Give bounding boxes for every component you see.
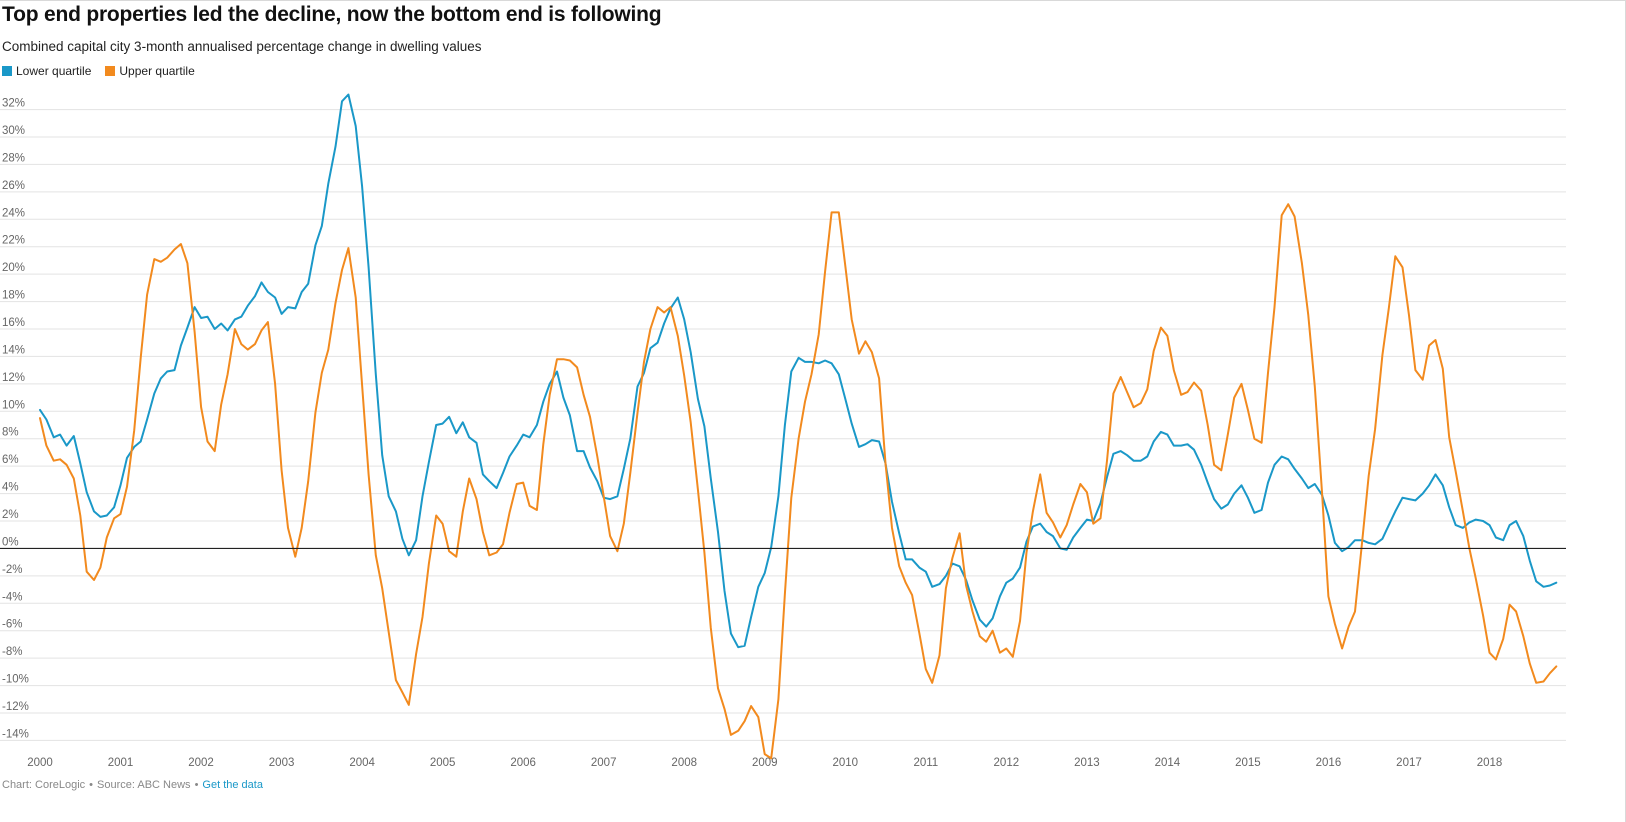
y-tick-label: 26% (2, 180, 25, 192)
x-tick-label: 2003 (269, 757, 295, 769)
y-tick-label: 12% (2, 372, 25, 384)
legend-swatch-lower-quartile (2, 66, 12, 76)
x-tick-label: 2013 (1074, 757, 1100, 769)
y-tick-label: 2% (2, 509, 19, 521)
y-tick-label: -4% (2, 591, 22, 603)
chart-title: Top end properties led the decline, now … (2, 3, 662, 26)
chart-legend: Lower quartile Upper quartile (2, 64, 195, 78)
x-tick-label: 2009 (752, 757, 778, 769)
series-line-upper-quartile (39, 203, 1558, 760)
x-tick-label: 2010 (832, 757, 858, 769)
x-tick-label: 2002 (188, 757, 214, 769)
x-tick-label: 2012 (994, 757, 1020, 769)
footer-separator-2: • (194, 779, 199, 791)
footer-credit: Chart: CoreLogic (2, 779, 86, 791)
y-tick-label: 8% (2, 427, 19, 439)
x-tick-label: 2006 (510, 757, 536, 769)
x-tick-label: 2005 (430, 757, 456, 769)
y-tick-label: 18% (2, 290, 25, 302)
x-tick-label: 2014 (1155, 757, 1181, 769)
x-tick-label: 2007 (591, 757, 617, 769)
legend-swatch-upper-quartile (105, 66, 116, 76)
y-tick-label: 10% (2, 399, 25, 411)
series-line-lower-quartile (39, 93, 1558, 649)
legend-label-lower-quartile: Lower quartile (16, 64, 92, 78)
y-tick-label: 28% (2, 152, 25, 164)
x-tick-label: 2008 (671, 757, 697, 769)
x-tick-label: 2001 (108, 757, 134, 769)
y-tick-label: -8% (2, 646, 22, 658)
y-tick-label: -10% (2, 674, 29, 686)
legend-item-upper-quartile[interactable]: Upper quartile (105, 64, 195, 78)
legend-item-lower-quartile[interactable]: Lower quartile (2, 64, 91, 78)
y-tick-label: -2% (2, 564, 22, 576)
x-tick-label: 2018 (1477, 757, 1503, 769)
x-tick-label: 2011 (913, 757, 938, 769)
y-tick-label: -14% (2, 728, 29, 740)
chart-subtitle: Combined capital city 3-month annualised… (2, 39, 482, 54)
y-tick-label: -6% (2, 619, 22, 631)
y-tick-label: 0% (2, 536, 19, 548)
x-tick-label: 2016 (1316, 757, 1342, 769)
x-tick-label: 2017 (1396, 757, 1422, 769)
line-chart: -14% -12% -10% -8% -6% -4% -2% 0% 2% 4% 6% 8% 10% 12%… (0, 93, 1566, 769)
chart-footer: Chart: CoreLogic • Source: ABC News • Get th… (2, 779, 263, 791)
y-tick-label: -12% (2, 701, 29, 713)
x-tick-label: 2000 (27, 757, 53, 769)
y-tick-label: 14% (2, 344, 25, 356)
y-tick-label: 22% (2, 235, 25, 247)
y-tick-label: 16% (2, 317, 25, 329)
x-tick-label: 2015 (1235, 757, 1261, 769)
footer-source: Source: ABC News (97, 779, 191, 791)
legend-label-upper-quartile: Upper quartile (119, 64, 195, 78)
footer-separator-1: • (89, 779, 94, 791)
y-tick-label: 30% (2, 125, 25, 137)
y-tick-label: 4% (2, 482, 19, 494)
y-tick-label: 6% (2, 454, 19, 466)
y-tick-label: 24% (2, 207, 25, 219)
y-tick-label: 32% (2, 98, 25, 110)
y-tick-label: 20% (2, 262, 25, 274)
get-the-data-link[interactable]: Get the data (202, 779, 263, 791)
x-tick-label: 2004 (349, 757, 375, 769)
